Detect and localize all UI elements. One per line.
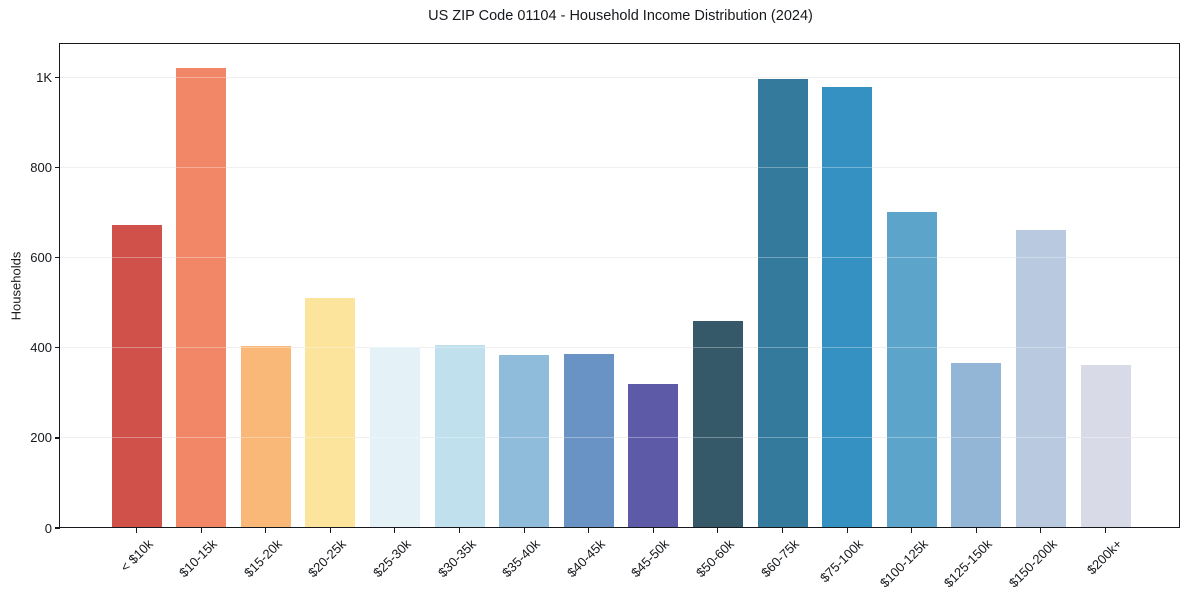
bar-3 (305, 298, 356, 528)
x-tick-mark (911, 528, 913, 533)
gridline-overlay (60, 437, 1180, 439)
y-tick-label: 200 (30, 430, 52, 446)
x-tick-mark (652, 528, 654, 533)
gridline (60, 167, 1180, 169)
bar-9 (692, 321, 743, 528)
gridline (60, 77, 1180, 79)
y-tick-mark (55, 437, 60, 439)
bar-1 (176, 68, 227, 528)
bar-12 (886, 212, 937, 528)
bar-14 (1015, 229, 1066, 528)
gridline (60, 347, 1180, 349)
bar-2 (240, 345, 291, 528)
x-tick-mark (1040, 528, 1042, 533)
bar-10 (757, 79, 808, 528)
bar-0 (111, 225, 162, 528)
y-tick-mark (55, 347, 60, 349)
x-tick-mark (135, 528, 138, 533)
y-tick-mark (55, 527, 60, 529)
x-tick-mark (329, 528, 331, 533)
x-tick-mark (200, 528, 202, 533)
y-tick-mark (55, 77, 60, 79)
bar-13 (951, 362, 1002, 528)
gridline-overlay (60, 257, 1180, 259)
y-tick-label: 800 (30, 160, 52, 176)
x-tick-label: < $10k (116, 536, 156, 575)
x-tick-mark (975, 528, 977, 533)
x-tick-mark (781, 528, 784, 533)
plot-area (60, 44, 1180, 528)
x-tick-mark (523, 528, 525, 533)
gridline (60, 437, 1180, 439)
x-tick-mark (846, 528, 848, 533)
bar-5 (434, 344, 485, 528)
y-tick-label: 400 (30, 340, 52, 356)
gridline-overlay (60, 167, 1180, 169)
bar-11 (822, 86, 873, 528)
bar-6 (499, 354, 550, 528)
y-tick-label: 600 (30, 250, 52, 266)
y-tick-mark (55, 167, 60, 169)
x-tick-mark (1104, 528, 1107, 533)
y-tick-mark (55, 257, 60, 259)
gridline-overlay (60, 347, 1180, 349)
x-tick-mark (458, 528, 461, 533)
gridline-overlay (60, 77, 1180, 79)
bar-15 (1080, 365, 1131, 528)
x-tick-mark (394, 528, 396, 533)
y-tick-label: 1K (36, 70, 52, 86)
chart-title: US ZIP Code 01104 - Household Income Dis… (428, 8, 813, 24)
x-tick-mark (717, 528, 719, 533)
gridline (60, 257, 1180, 259)
bar-8 (628, 383, 679, 528)
bar-7 (563, 353, 614, 528)
x-tick-mark (265, 528, 267, 533)
bar-4 (369, 347, 420, 528)
y-tick-label: 0 (44, 520, 52, 536)
x-tick-mark (588, 528, 590, 533)
